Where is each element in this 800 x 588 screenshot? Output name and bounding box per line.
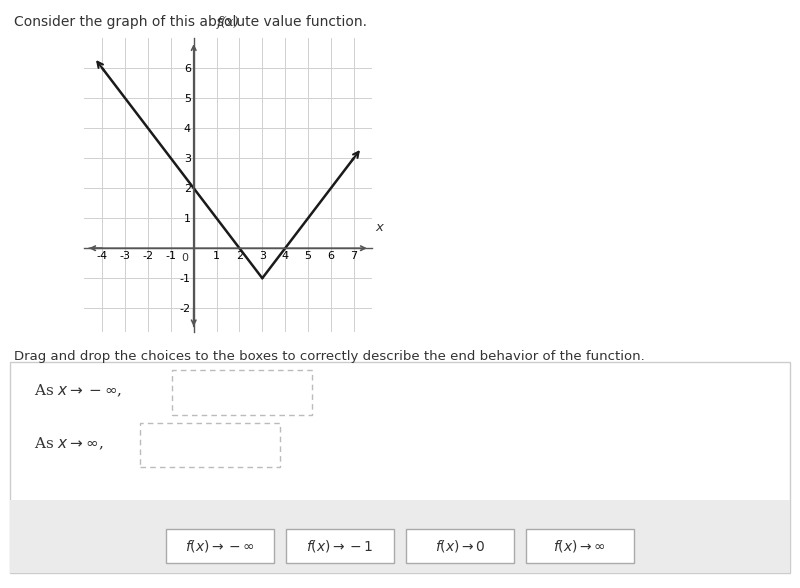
Text: f(x): f(x) [217, 16, 239, 29]
Text: Drag and drop the choices to the boxes to correctly describe the end behavior of: Drag and drop the choices to the boxes t… [14, 350, 645, 363]
Text: $x$: $x$ [375, 221, 385, 235]
Text: As $x \rightarrow \infty$,: As $x \rightarrow \infty$, [34, 436, 103, 452]
Text: $f(x) \rightarrow 0$: $f(x) \rightarrow 0$ [434, 538, 486, 554]
Text: Consider the graph of this absolute value function.: Consider the graph of this absolute valu… [14, 15, 367, 29]
Text: $f(x) \rightarrow -1$: $f(x) \rightarrow -1$ [306, 538, 374, 554]
Text: $f(x) \rightarrow -\infty$: $f(x) \rightarrow -\infty$ [185, 538, 255, 554]
Text: 0: 0 [182, 253, 189, 263]
Text: As $x \rightarrow -\infty$,: As $x \rightarrow -\infty$, [34, 383, 122, 399]
Text: $f(x) \rightarrow \infty$: $f(x) \rightarrow \infty$ [554, 538, 606, 554]
